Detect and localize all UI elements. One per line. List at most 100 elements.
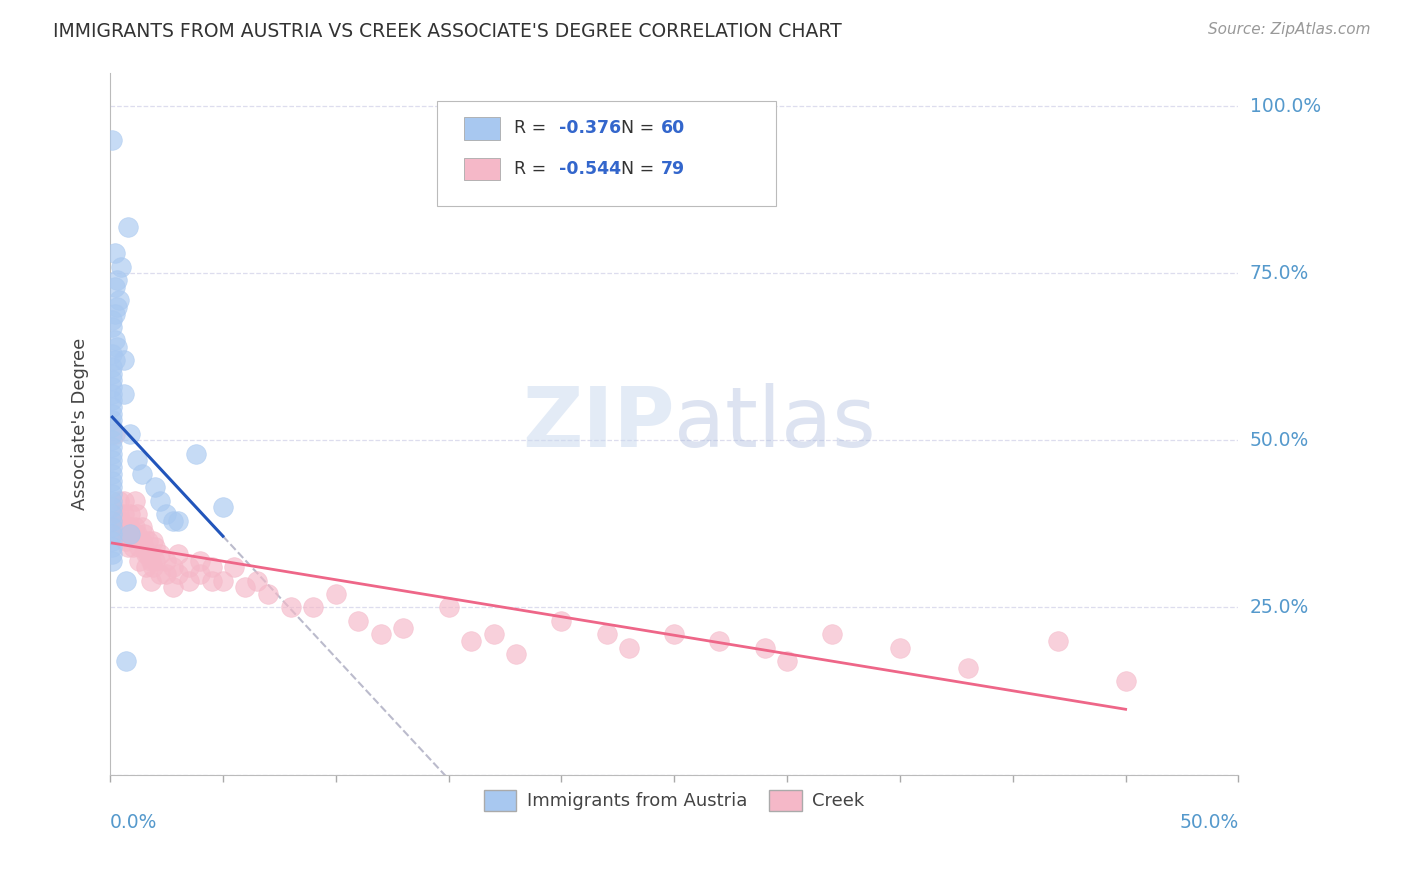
Point	[101, 547, 124, 561]
Point	[101, 514, 124, 528]
Text: 25.0%: 25.0%	[1250, 598, 1309, 617]
Point	[101, 380, 124, 394]
Point	[138, 533, 160, 548]
Point	[280, 600, 302, 615]
Y-axis label: Associate's Degree: Associate's Degree	[72, 337, 89, 510]
Point	[101, 393, 124, 408]
Point	[139, 554, 162, 568]
Point	[101, 426, 124, 441]
Point	[101, 453, 124, 467]
Point	[105, 273, 128, 287]
Point	[112, 386, 135, 401]
Point	[101, 407, 124, 421]
Point	[482, 627, 505, 641]
Point	[108, 493, 131, 508]
Point	[1046, 633, 1069, 648]
Point	[149, 493, 172, 508]
Text: atlas: atlas	[675, 384, 876, 464]
Text: 50.0%: 50.0%	[1250, 431, 1309, 450]
Point	[754, 640, 776, 655]
Point	[112, 507, 135, 521]
Point	[212, 500, 235, 515]
Point	[101, 514, 124, 528]
Point	[505, 647, 527, 661]
Point	[162, 514, 184, 528]
Point	[131, 520, 153, 534]
Point	[127, 507, 149, 521]
Point	[101, 554, 124, 568]
Point	[127, 527, 149, 541]
Point	[103, 353, 125, 368]
Text: 60: 60	[661, 120, 685, 137]
Point	[101, 420, 124, 434]
Point	[101, 474, 124, 488]
Point	[127, 453, 149, 467]
Point	[155, 554, 177, 568]
Point	[101, 367, 124, 381]
Point	[128, 554, 150, 568]
FancyBboxPatch shape	[464, 117, 501, 140]
Text: 100.0%: 100.0%	[1250, 97, 1320, 116]
Point	[617, 640, 640, 655]
Text: 79: 79	[661, 160, 685, 178]
Point	[162, 560, 184, 574]
Point	[105, 340, 128, 354]
Text: 0.0%: 0.0%	[110, 814, 157, 832]
Point	[110, 260, 132, 274]
Point	[437, 600, 460, 615]
Point	[212, 574, 235, 588]
Text: Source: ZipAtlas.com: Source: ZipAtlas.com	[1208, 22, 1371, 37]
Point	[101, 541, 124, 555]
Point	[201, 560, 224, 574]
Text: N =: N =	[610, 120, 659, 137]
Point	[101, 440, 124, 454]
Point	[235, 581, 257, 595]
Point	[257, 587, 280, 601]
Point	[889, 640, 911, 655]
Point	[101, 520, 124, 534]
Point	[101, 346, 124, 360]
Point	[115, 533, 138, 548]
Text: 75.0%: 75.0%	[1250, 264, 1309, 283]
Point	[135, 547, 157, 561]
Point	[117, 527, 139, 541]
Point	[120, 426, 142, 441]
Point	[155, 507, 177, 521]
Point	[105, 527, 128, 541]
Point	[135, 560, 157, 574]
Point	[124, 520, 146, 534]
Point	[155, 567, 177, 582]
Point	[105, 514, 128, 528]
Point	[101, 319, 124, 334]
FancyBboxPatch shape	[464, 158, 501, 180]
Point	[188, 554, 211, 568]
Point	[101, 400, 124, 414]
Point	[325, 587, 347, 601]
Text: N =: N =	[610, 160, 659, 178]
Point	[120, 527, 142, 541]
Point	[103, 426, 125, 441]
Point	[131, 467, 153, 481]
Point	[142, 560, 165, 574]
Point	[224, 560, 246, 574]
Point	[110, 514, 132, 528]
Point	[115, 520, 138, 534]
Legend: Immigrants from Austria, Creek: Immigrants from Austria, Creek	[477, 783, 872, 818]
Point	[112, 353, 135, 368]
Point	[101, 434, 124, 448]
Point	[103, 246, 125, 260]
Point	[149, 547, 172, 561]
Point	[132, 527, 155, 541]
Point	[162, 581, 184, 595]
Point	[110, 527, 132, 541]
Point	[201, 574, 224, 588]
Point	[595, 627, 617, 641]
Point	[101, 500, 124, 515]
Point	[392, 621, 415, 635]
Point	[143, 554, 166, 568]
Point	[128, 541, 150, 555]
Point	[776, 654, 799, 668]
Point	[143, 541, 166, 555]
Point	[101, 359, 124, 374]
Point	[460, 633, 482, 648]
